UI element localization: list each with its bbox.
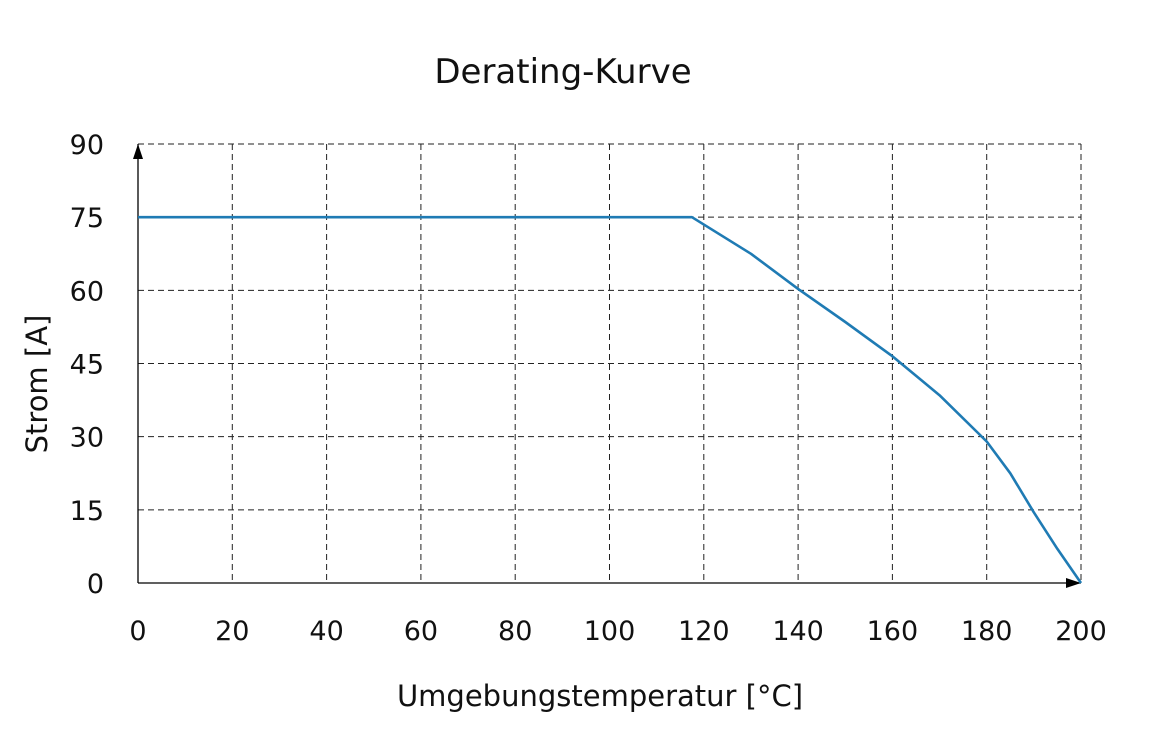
x-tick-label-60: 60: [404, 616, 438, 647]
x-tick-label-200: 200: [1055, 616, 1107, 647]
series-line-0: [138, 215, 1083, 584]
x-tick-label-20: 20: [215, 616, 249, 647]
chart-title: Derating-Kurve: [434, 52, 691, 92]
y-tick-label-45: 45: [70, 350, 104, 381]
x-axis-label: Umgebungstemperatur [°C]: [397, 679, 803, 713]
x-axis-arrow: [1066, 578, 1081, 588]
y-axis-arrow: [133, 144, 143, 159]
x-tick-label-40: 40: [309, 616, 343, 647]
y-tick-label-90: 90: [70, 130, 104, 161]
x-tick-label-0: 0: [129, 616, 146, 647]
x-tick-label-100: 100: [584, 616, 636, 647]
y-tick-label-15: 15: [70, 496, 104, 527]
grid: [138, 143, 1082, 583]
x-tick-label-120: 120: [678, 616, 730, 647]
y-tick-label-30: 30: [70, 423, 104, 454]
tick-labels: 0 20 40 60 80 100 120 140 160 180 200 0 15 30 45 60 75 90: [70, 130, 1107, 647]
x-tick-label-80: 80: [498, 616, 532, 647]
axes: [133, 144, 1081, 588]
y-axis-label: Strom [A]: [20, 315, 54, 454]
series: [138, 215, 1083, 584]
x-tick-label-180: 180: [961, 616, 1013, 647]
x-tick-label-140: 140: [772, 616, 824, 647]
y-tick-label-75: 75: [70, 203, 104, 234]
y-tick-label-0: 0: [87, 569, 104, 600]
x-tick-label-160: 160: [867, 616, 919, 647]
y-tick-label-60: 60: [70, 276, 104, 307]
